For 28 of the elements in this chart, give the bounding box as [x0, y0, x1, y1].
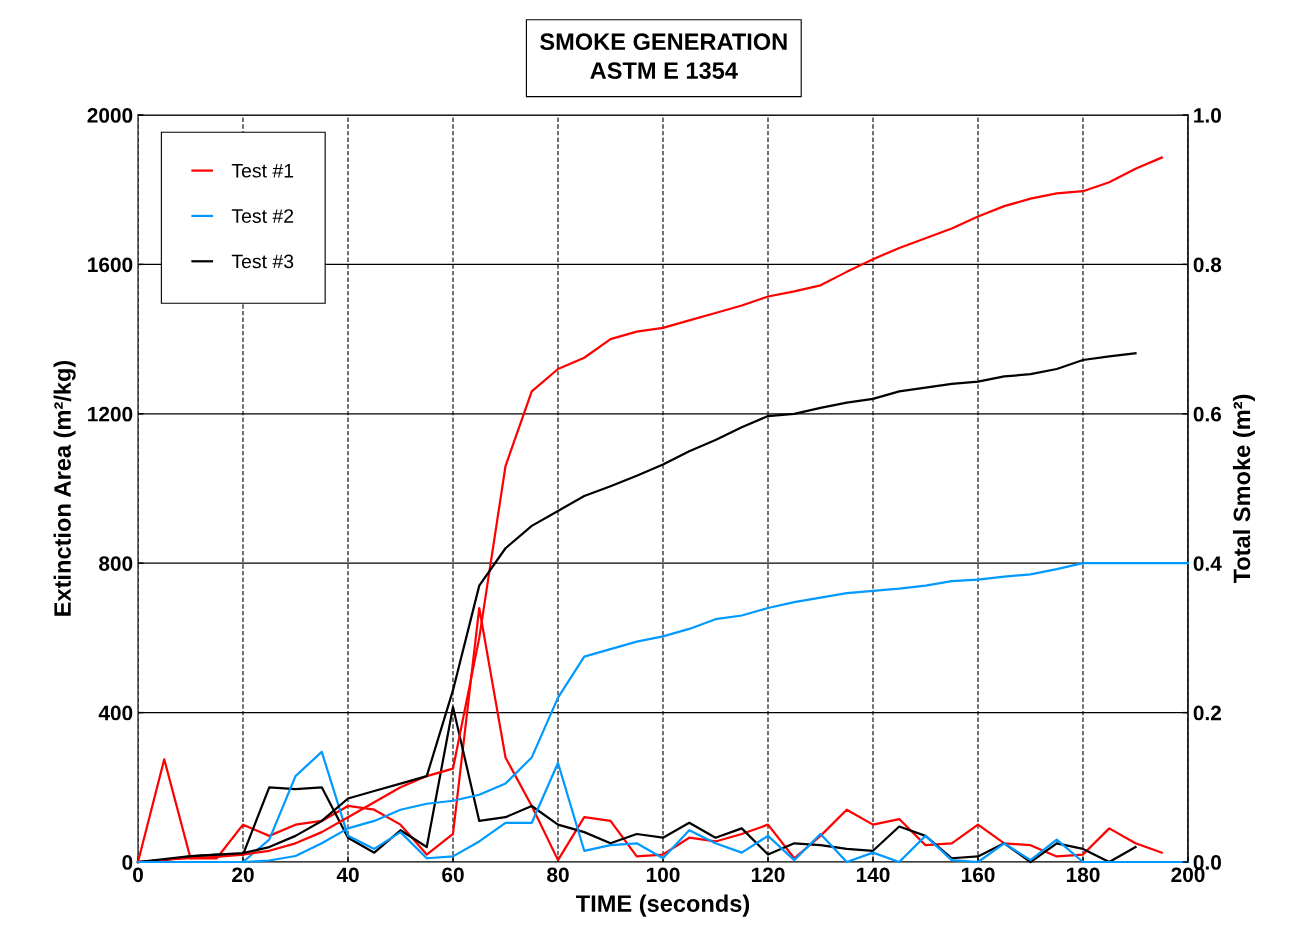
y2-tick-label: 0.4 — [1193, 556, 1222, 571]
x-tick-label: 180 — [1066, 867, 1100, 883]
chart-title: SMOKE GENERATION ASTM E 1354 — [540, 33, 787, 79]
y-tick-label: 400 — [98, 705, 133, 721]
y-tick-label: 800 — [99, 556, 133, 571]
x-tick-label: 80 — [547, 867, 569, 883]
x-tick-label: 100 — [646, 867, 680, 883]
y2-tick-label: 1.0 — [1194, 108, 1221, 123]
x-tick-label: 20 — [232, 867, 254, 883]
y-axis-title: Extinction Area (m²/kg) — [53, 360, 76, 616]
y-tick-label: 0 — [122, 855, 133, 870]
y2-tick-label: 0.2 — [1193, 705, 1221, 721]
x-tick-label: 160 — [961, 867, 995, 883]
legend-label: Test #3 — [231, 254, 294, 269]
x-tick-label: 120 — [751, 867, 785, 883]
y2-tick-label: 0.6 — [1193, 406, 1222, 422]
legend-label: Test #2 — [231, 209, 294, 223]
x-tick-label: 0 — [133, 867, 143, 883]
x-tick-label: 140 — [856, 867, 890, 883]
legend-label: Test #1 — [231, 164, 294, 178]
y-tick-label: 1600 — [88, 257, 133, 273]
y-tick-label: 1200 — [88, 406, 133, 422]
x-tick-label: 40 — [336, 867, 359, 883]
x-tick-label: 60 — [442, 867, 464, 883]
y2-tick-label: 0.8 — [1193, 257, 1222, 273]
x-axis-title: TIME (seconds) — [576, 894, 750, 917]
y2-axis-title: Total Smoke (m²) — [1232, 394, 1255, 584]
y-tick-label: 2000 — [87, 108, 133, 123]
